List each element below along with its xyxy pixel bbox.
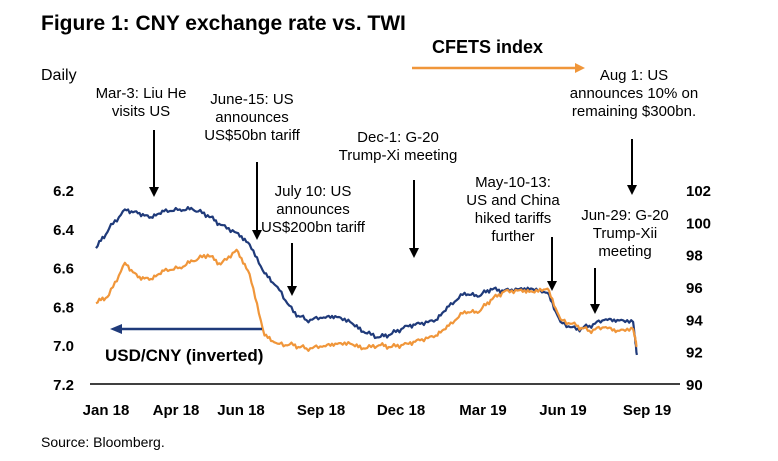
annotation-line: further <box>491 228 534 245</box>
series-line-cfets <box>95 248 638 352</box>
right-tick-label: 98 <box>686 248 703 265</box>
annotation-line: May-10-13: <box>475 174 551 191</box>
series-layer <box>95 206 638 356</box>
annotation-line: Trump-Xi meeting <box>339 147 458 164</box>
annotation-arrowhead <box>287 286 297 296</box>
annotation-line: announces <box>215 109 288 126</box>
right-tick-label: 94 <box>686 312 703 329</box>
right-tick-label: 102 <box>686 183 711 200</box>
annotation-line: Dec-1: G-20 <box>357 129 439 146</box>
legend-cfets: CFETS index <box>432 37 543 57</box>
left-tick-label: 6.8 <box>53 299 74 316</box>
left-tick-label: 7.2 <box>53 377 74 394</box>
x-tick-label: Jun 18 <box>217 402 265 419</box>
annotation-line: announces <box>276 201 349 218</box>
annotation-arrowhead <box>409 248 419 258</box>
annotation-arrowhead <box>547 281 557 291</box>
left-axis: 6.2 6.4 6.6 6.8 7.0 7.2 <box>53 183 75 394</box>
x-tick-label: Sep 18 <box>297 402 345 419</box>
annotation-line: US and China <box>466 192 560 209</box>
annotation-arrowhead <box>627 185 637 195</box>
cfets-legend: CFETS index <box>412 37 585 73</box>
x-axis: Jan 18 Apr 18 Jun 18 Sep 18 Dec 18 Mar 19 Jun … <box>83 402 672 419</box>
series-line-usdcny <box>95 206 638 356</box>
annotation-line: announces 10% on <box>570 85 698 102</box>
right-tick-label: 100 <box>686 215 711 232</box>
right-tick-label: 90 <box>686 377 703 394</box>
annotation-line: July 10: US <box>275 183 352 200</box>
x-tick-label: Apr 18 <box>153 402 200 419</box>
legend-usdcny: USD/CNY (inverted) <box>105 346 263 365</box>
left-tick-label: 6.2 <box>53 183 74 200</box>
left-tick-label: 7.0 <box>53 338 74 355</box>
annotation-line: meeting <box>598 243 651 260</box>
chart-title: Figure 1: CNY exchange rate vs. TWI <box>41 12 406 35</box>
annotation-line: Mar-3: Liu He <box>96 85 187 102</box>
x-tick-label: Mar 19 <box>459 402 507 419</box>
right-tick-label: 96 <box>686 280 703 297</box>
left-tick-label: 6.6 <box>53 261 74 278</box>
x-tick-label: Jun 19 <box>539 402 587 419</box>
annotation-line: visits US <box>112 103 170 120</box>
annotation-arrowhead <box>590 304 600 314</box>
annotation-arrowhead <box>252 230 262 240</box>
annotation-line: US$50bn tariff <box>204 127 300 144</box>
annotation-line: Trump-Xii <box>593 225 657 242</box>
x-tick-label: Dec 18 <box>377 402 425 419</box>
source-note: Source: Bloomberg. <box>41 434 165 450</box>
annotation-arrowhead <box>149 187 159 197</box>
x-tick-label: Jan 18 <box>83 402 130 419</box>
right-axis: 102 100 98 96 94 92 90 <box>686 183 711 394</box>
frequency-label: Daily <box>41 67 77 84</box>
x-tick-label: Sep 19 <box>623 402 671 419</box>
annotation-line: Aug 1: US <box>600 67 668 84</box>
left-tick-label: 6.4 <box>53 222 75 239</box>
right-tick-label: 92 <box>686 345 703 362</box>
usdcny-legend: USD/CNY (inverted) <box>105 324 263 365</box>
annotation-line: US$200bn tariff <box>261 219 366 236</box>
annotation-line: June-15: US <box>210 91 293 108</box>
annotation-line: hiked tariffs <box>475 210 551 227</box>
annotation-line: Jun-29: G-20 <box>581 207 669 224</box>
annotation-line: remaining $300bn. <box>572 103 696 120</box>
